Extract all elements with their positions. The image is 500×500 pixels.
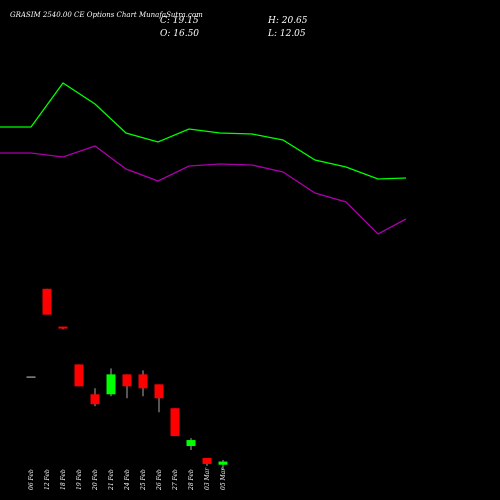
date-label: 20 Feb: [92, 469, 99, 491]
date-label: 27 Feb: [172, 469, 179, 491]
candle-body: [202, 457, 212, 464]
date-label: 24 Feb: [124, 469, 131, 491]
date-label: 26 Feb: [156, 469, 163, 491]
candle-body: [186, 440, 196, 447]
low-value: L: 12.05: [267, 29, 306, 39]
date-label: 05 Mar: [220, 467, 227, 490]
ma-fast-line: [0, 82, 407, 180]
ma-slow-line: [0, 145, 407, 235]
date-label: 18 Feb: [60, 469, 67, 490]
close-value: C: 19.15: [160, 16, 199, 26]
candle-body: [90, 394, 100, 405]
candle-body: [58, 326, 68, 329]
date-label: 03 Mar: [204, 467, 211, 490]
candle-body: [138, 374, 148, 389]
date-label: 25 Feb: [140, 469, 147, 491]
candle-body: [122, 374, 132, 387]
candle-body: [218, 461, 228, 465]
candle-body: [170, 408, 180, 437]
candle-body: [154, 384, 164, 399]
candle-body: [106, 374, 116, 395]
date-axis: 06 Feb 12 Feb 18 Feb 19 Feb 20 Feb 21 Feb 24 F…: [28, 467, 227, 491]
date-label: 12 Feb: [44, 469, 51, 490]
candles: [26, 288, 228, 470]
date-label: 19 Feb: [76, 469, 83, 490]
chart-title: GRASIM 2540.00 CE Options Chart MunafaSu…: [10, 11, 203, 19]
open-value: O: 16.50: [160, 29, 199, 39]
candle-body: [26, 376, 36, 378]
candle-body: [42, 288, 52, 315]
date-label: 21 Feb: [108, 469, 115, 491]
date-label: 28 Feb: [188, 469, 195, 491]
high-value: H: 20.65: [267, 16, 308, 26]
candle-body: [74, 364, 84, 387]
date-label: 06 Feb: [28, 469, 35, 490]
moving-averages: [0, 82, 407, 235]
